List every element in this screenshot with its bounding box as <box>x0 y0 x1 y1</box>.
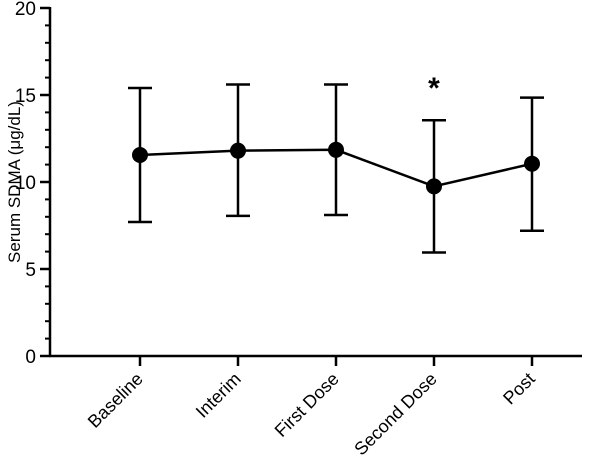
y-tick-label: 10 <box>15 173 36 194</box>
x-category-label: First Dose <box>271 369 343 441</box>
data-point <box>132 147 148 164</box>
y-tick-label: 15 <box>15 86 36 107</box>
y-tick-label: 5 <box>25 260 36 281</box>
y-tick-label: 0 <box>25 347 36 368</box>
x-category-label: Post <box>499 369 539 409</box>
y-axis: 0 5 10 15 20 <box>15 0 52 368</box>
annotations: * <box>428 72 440 105</box>
significance-marker: * <box>428 72 440 105</box>
x-category-label: Second Dose <box>350 369 441 460</box>
data-point <box>426 178 442 195</box>
data-point <box>230 142 246 159</box>
x-axis: Baseline Interim First Dose Second Dose Post <box>49 354 582 460</box>
y-axis-title: Serum SDMA (μg/dL) <box>5 101 24 263</box>
data-point <box>524 155 540 172</box>
y-tick-label: 20 <box>15 0 36 20</box>
data-point <box>328 141 344 158</box>
data-series <box>128 83 544 254</box>
x-category-label: Baseline <box>84 369 147 432</box>
x-category-label: Interim <box>192 369 245 422</box>
